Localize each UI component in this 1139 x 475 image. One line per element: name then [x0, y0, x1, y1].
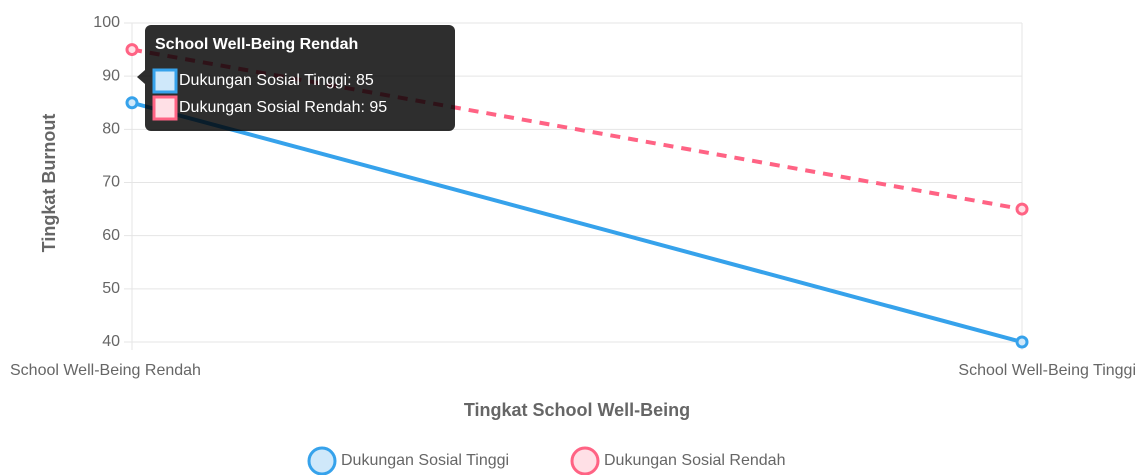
- y-tick-label: 70: [102, 174, 120, 191]
- y-tick-label: 80: [102, 121, 120, 138]
- series-line: [131, 100, 1023, 344]
- data-point: [125, 43, 139, 57]
- legend-marker: [307, 446, 337, 475]
- x-tick-label: School Well-Being Tinggi: [958, 362, 1136, 379]
- data-point: [1015, 335, 1029, 349]
- y-tick-label: 50: [102, 280, 120, 297]
- data-point: [1015, 202, 1029, 216]
- tooltip-caret: [137, 70, 145, 84]
- y-tick-label: 40: [102, 333, 120, 350]
- x-axis-title: Tingkat School Well-Being: [464, 400, 690, 420]
- legend-label: Dukungan Sosial Rendah: [604, 452, 785, 469]
- legend-label: Dukungan Sosial Tinggi: [341, 452, 509, 469]
- y-tick-label: 100: [93, 14, 120, 31]
- y-axis-title: Tingkat Burnout: [39, 114, 59, 253]
- legend-marker: [570, 446, 600, 475]
- tooltip-swatch: [152, 68, 178, 94]
- data-point: [125, 96, 139, 110]
- x-tick-label: School Well-Being Rendah: [10, 362, 201, 379]
- y-tick-label: 60: [102, 227, 120, 244]
- tooltip-title: School Well-Being Rendah: [155, 36, 358, 53]
- y-tick-label: 90: [102, 67, 120, 84]
- tooltip-item: Dukungan Sosial Tinggi: 85: [179, 72, 374, 89]
- tooltip-item: Dukungan Sosial Rendah: 95: [179, 99, 387, 116]
- tooltip-box: [145, 25, 455, 131]
- tooltip-swatch: [152, 95, 178, 121]
- tooltip: School Well-Being Rendah Dukungan Sosial …: [137, 25, 455, 131]
